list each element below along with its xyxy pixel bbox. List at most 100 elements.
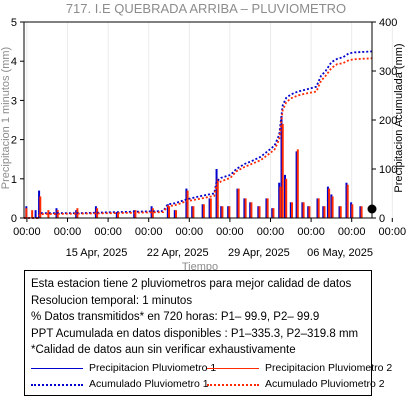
x-tick-label: 00:00 xyxy=(94,226,122,238)
y2-axis-label: Precipitacion Acumulada (mm) xyxy=(393,43,405,192)
precip-bar xyxy=(244,198,247,218)
precip-bar xyxy=(285,178,288,218)
y2-tick-label: 300 xyxy=(379,66,397,78)
precip-bar xyxy=(175,210,177,218)
legend-label: Acumulado Pluviometro 2 xyxy=(265,378,385,390)
grid xyxy=(26,22,393,218)
precip-bar xyxy=(258,206,261,218)
chart: 717. I.E QUEBRADA ARRIBA – PLUVIOMETRO P… xyxy=(0,1,406,270)
plot-frame xyxy=(23,21,373,219)
precip-bar xyxy=(307,206,310,218)
precip-bar xyxy=(237,188,240,218)
precip-bar xyxy=(227,206,230,218)
precip-bar xyxy=(56,210,59,218)
legend-label: Precipitacion Pluviometro 2 xyxy=(265,362,393,374)
precip-bar xyxy=(215,169,218,218)
precip-bar xyxy=(166,204,169,218)
legend-sample xyxy=(207,368,259,369)
x-date-label: 15 Apr, 2025 xyxy=(66,247,128,259)
bars xyxy=(25,116,363,218)
precip-bar xyxy=(323,206,326,218)
precip-bar xyxy=(117,212,119,218)
legend-sample xyxy=(31,368,83,369)
precip-bar xyxy=(296,149,299,218)
precip-bar xyxy=(345,182,348,218)
y2-tick-label: 200 xyxy=(379,115,397,127)
x-date-label: 29 Apr, 2025 xyxy=(228,247,290,259)
precip-bar xyxy=(186,190,189,218)
x-axis-label: Tiempo xyxy=(182,261,218,270)
precip-bar xyxy=(55,208,58,218)
precip-bar xyxy=(279,186,282,218)
precip-bar xyxy=(185,188,188,218)
precip-bar xyxy=(350,202,353,218)
x-tick-label: 00:00 xyxy=(257,226,285,238)
precip-bar xyxy=(360,206,363,218)
y-axis-label: Precipitacion 1 minutos (mm) xyxy=(0,47,12,189)
y2-tick-label: 100 xyxy=(379,164,397,176)
cumulative-line xyxy=(24,50,373,219)
precip-bar xyxy=(328,188,331,218)
y2-tick-label: 400 xyxy=(379,17,397,29)
precip-bar xyxy=(208,198,211,218)
precip-bar xyxy=(209,198,212,218)
info-line: PPT Acumulada en datos disponibles : P1–… xyxy=(31,327,359,340)
x-tick-label: 00:00 xyxy=(379,226,407,238)
precip-bar xyxy=(291,202,293,218)
precip-bar xyxy=(289,202,292,218)
precip-bar xyxy=(192,206,195,218)
precip-bar xyxy=(346,184,349,218)
legend-sample xyxy=(31,384,83,386)
ticks: 00:00 00:00 00:00 00:00 00:00 00:00 00:00 00:00… xyxy=(11,17,406,259)
x-date-label: 06 May, 2025 xyxy=(307,247,373,259)
precip-bar xyxy=(359,206,362,218)
precip-bar xyxy=(201,204,204,218)
y-tick-label: 3 xyxy=(11,95,17,107)
y2-tick-label: 0 xyxy=(379,213,385,225)
x-tick-label: 00:00 xyxy=(135,226,163,238)
legend-sample xyxy=(207,384,259,386)
precip-bar xyxy=(339,206,342,218)
precip-bar xyxy=(34,210,37,218)
precip-bar xyxy=(228,206,231,218)
legend-label: Acumulado Pluviometro 1 xyxy=(89,378,209,390)
y-tick-label: 4 xyxy=(11,56,17,68)
precip-bar xyxy=(75,210,78,218)
precip-bar xyxy=(280,116,283,218)
precip-bar xyxy=(220,206,223,218)
precip-bar xyxy=(38,190,41,218)
precip-bar xyxy=(221,206,224,218)
precip-bar xyxy=(330,194,333,218)
x-tick-label: 00:00 xyxy=(216,226,244,238)
precip-bar xyxy=(316,198,319,218)
precip-bar xyxy=(151,208,154,218)
info-line: Resolucion temporal: 1 minutos xyxy=(31,294,193,307)
precip-bar xyxy=(115,212,118,218)
precip-bar xyxy=(249,202,252,218)
end-marker xyxy=(367,204,377,214)
x-tick-label: 00:00 xyxy=(297,226,325,238)
precip-bar xyxy=(168,206,171,218)
precip-bar xyxy=(295,151,298,218)
precip-bar xyxy=(284,174,286,218)
precip-bar xyxy=(338,206,341,218)
precip-bar xyxy=(265,198,268,218)
precip-bar xyxy=(31,210,34,218)
x-tick-label: 00:00 xyxy=(176,226,204,238)
y-tick-label: 2 xyxy=(11,135,17,147)
precip-bar xyxy=(94,206,97,218)
precip-bar xyxy=(272,208,275,218)
precip-bar xyxy=(351,204,354,218)
precip-bar xyxy=(308,206,311,218)
precip-bar xyxy=(322,206,325,218)
x-date-label: 22 Apr, 2025 xyxy=(147,247,209,259)
y-tick-label: 1 xyxy=(11,174,17,186)
precip-bar xyxy=(250,202,253,218)
info-box: Esta estacion tiene 2 pluviometros para … xyxy=(24,270,392,396)
precip-bar xyxy=(326,186,329,218)
cumulative-line xyxy=(24,57,373,219)
info-line: % Datos transmitidos* en 720 horas: P1– … xyxy=(31,311,320,323)
precip-bar xyxy=(302,202,305,218)
precip-bar xyxy=(202,204,205,218)
precip-bar xyxy=(39,196,42,218)
